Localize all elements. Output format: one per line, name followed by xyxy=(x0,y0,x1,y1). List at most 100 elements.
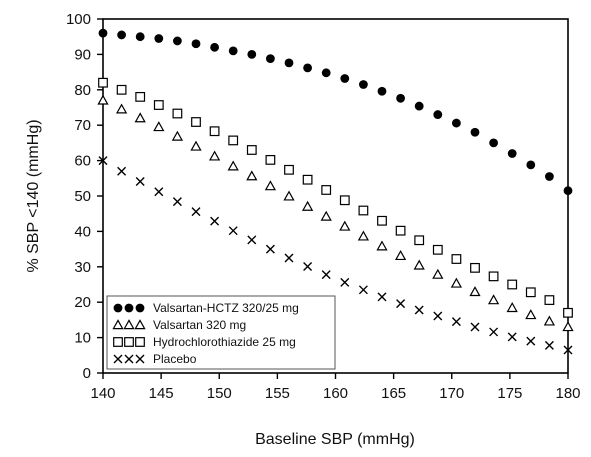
data-point xyxy=(340,277,350,287)
data-point xyxy=(470,127,480,137)
data-point xyxy=(544,295,555,305)
data-point xyxy=(432,244,443,255)
y-tick-label: 20 xyxy=(74,294,91,311)
data-point xyxy=(525,287,536,298)
data-point xyxy=(284,164,294,175)
legend-entry: Valsartan-HCTZ 320/25 mg xyxy=(113,301,299,315)
legend-marker xyxy=(124,337,134,347)
data-point xyxy=(414,101,424,111)
data-point xyxy=(191,117,201,127)
data-point xyxy=(563,186,573,196)
y-tick-label: 70 xyxy=(74,117,91,134)
data-point xyxy=(506,302,518,313)
data-point xyxy=(154,34,164,43)
data-point xyxy=(357,230,370,241)
legend: Valsartan-HCTZ 320/25 mg Valsartan 320 mg… xyxy=(106,295,336,370)
data-point xyxy=(191,207,201,217)
data-point xyxy=(154,187,164,197)
data-point xyxy=(98,77,108,88)
x-tick-label: 160 xyxy=(323,385,348,402)
data-point xyxy=(396,93,405,103)
legend-entry: Valsartan 320 mg xyxy=(112,318,246,332)
data-point xyxy=(320,210,332,221)
data-point xyxy=(172,197,182,207)
y-tick-label: 0 xyxy=(83,365,91,382)
legend-marker xyxy=(124,303,134,313)
data-point xyxy=(526,160,536,170)
data-point xyxy=(413,259,425,270)
x-tick-label: 155 xyxy=(265,385,290,402)
data-point xyxy=(488,271,499,282)
y-tick-label: 30 xyxy=(74,259,91,276)
legend-label: Valsartan 320 mg xyxy=(153,318,246,332)
data-point xyxy=(210,216,220,226)
data-point xyxy=(395,225,406,236)
data-point xyxy=(265,154,276,165)
data-point xyxy=(301,200,314,211)
data-point xyxy=(489,327,499,337)
data-point xyxy=(303,261,313,271)
data-point xyxy=(526,336,536,346)
data-point xyxy=(543,315,556,326)
data-point xyxy=(358,285,368,295)
legend-marker xyxy=(134,319,146,330)
axes: 140 145 150 155 160 165 170 175 180 0 10 20 30 40 50 60… xyxy=(66,11,581,402)
data-point xyxy=(563,345,573,355)
y-tick-label: 10 xyxy=(74,330,91,347)
x-tick-label: 150 xyxy=(207,385,232,402)
data-point xyxy=(98,156,108,166)
data-point xyxy=(339,220,351,231)
legend-marker xyxy=(113,337,123,347)
data-point xyxy=(247,50,257,59)
data-point xyxy=(303,63,312,73)
series-1 xyxy=(98,28,573,196)
data-point xyxy=(228,135,239,146)
data-point xyxy=(284,253,294,263)
data-point xyxy=(470,262,480,273)
data-point xyxy=(414,235,425,246)
data-point xyxy=(321,270,331,280)
x-tick-label: 165 xyxy=(381,385,406,402)
data-point xyxy=(507,279,518,290)
x-axis-label: Baseline SBP (mmHg) xyxy=(255,431,415,448)
series-4 xyxy=(98,156,573,355)
data-point xyxy=(172,108,183,119)
y-tick-label: 100 xyxy=(66,11,91,28)
legend-marker xyxy=(123,319,135,330)
data-point xyxy=(487,294,500,305)
data-point xyxy=(396,299,406,309)
data-point xyxy=(228,226,238,236)
data-point xyxy=(507,332,517,342)
x-tick-label: 175 xyxy=(497,385,522,402)
series-2 xyxy=(97,94,574,332)
legend-entry: Placebo xyxy=(113,352,197,366)
data-point xyxy=(340,74,350,83)
x-tick-label: 170 xyxy=(439,385,464,402)
data-point xyxy=(246,145,257,155)
y-axis-label: % SBP <140 (mmHg) xyxy=(25,119,42,272)
y-tick-label: 40 xyxy=(74,223,91,240)
data-point xyxy=(451,254,462,264)
data-point xyxy=(134,112,146,123)
data-point xyxy=(283,190,295,201)
data-point xyxy=(544,340,554,350)
legend-marker xyxy=(113,303,123,313)
data-point xyxy=(153,121,165,132)
data-point xyxy=(98,28,108,38)
x-tick-label: 180 xyxy=(555,385,580,402)
data-point xyxy=(358,205,369,216)
legend-label: Placebo xyxy=(153,352,197,366)
data-point xyxy=(135,91,146,102)
data-point xyxy=(209,126,220,137)
data-point xyxy=(116,84,127,95)
data-point xyxy=(284,58,294,68)
data-point xyxy=(339,195,350,206)
data-point xyxy=(450,277,463,288)
data-point xyxy=(470,322,480,332)
data-point xyxy=(377,86,387,96)
legend-marker xyxy=(135,354,145,364)
legend-marker xyxy=(112,319,124,330)
data-point xyxy=(190,140,202,151)
legend-marker xyxy=(135,303,145,313)
